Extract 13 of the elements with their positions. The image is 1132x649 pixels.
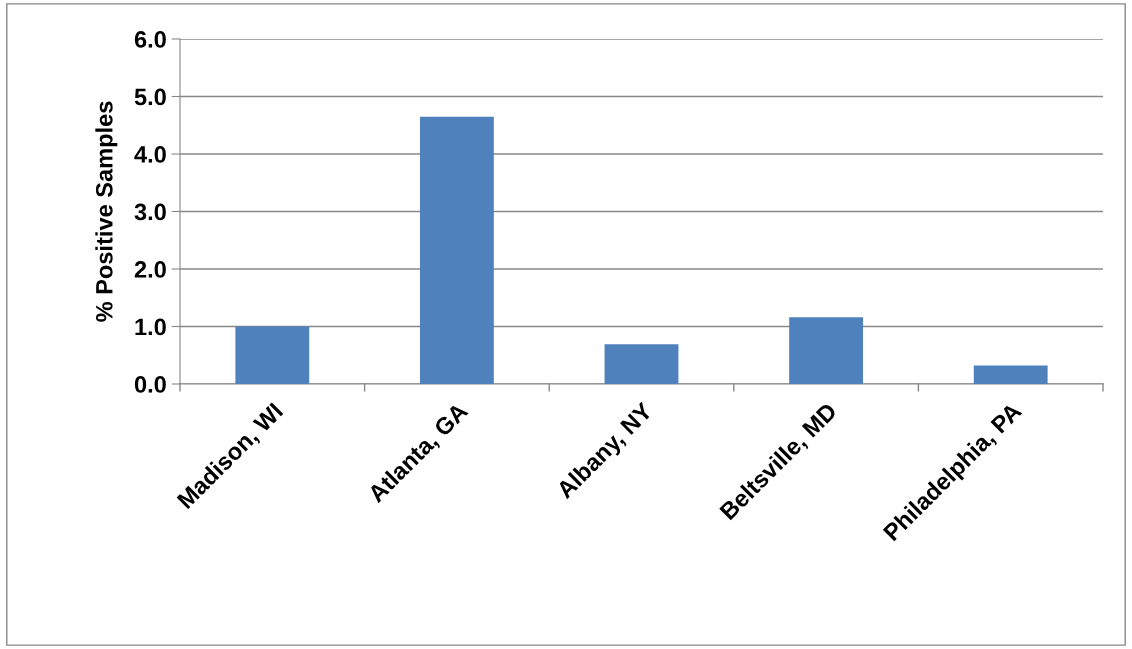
bar: [419, 116, 494, 384]
y-tick-label: 2.0: [134, 261, 166, 278]
y-tick-label: 0.0: [134, 376, 166, 393]
bar: [604, 344, 679, 384]
y-tick-label: 1.0: [135, 318, 166, 336]
y-tick-label: 3.0: [134, 203, 166, 221]
y-tick-label: 6.0: [134, 31, 166, 48]
bar: [235, 326, 310, 384]
bar: [789, 317, 864, 384]
y-tick-label: 5.0: [134, 88, 166, 106]
y-axis-title: % Positive Samples: [95, 101, 118, 322]
y-tick-label: 4.0: [134, 146, 166, 163]
bar: [973, 365, 1048, 384]
